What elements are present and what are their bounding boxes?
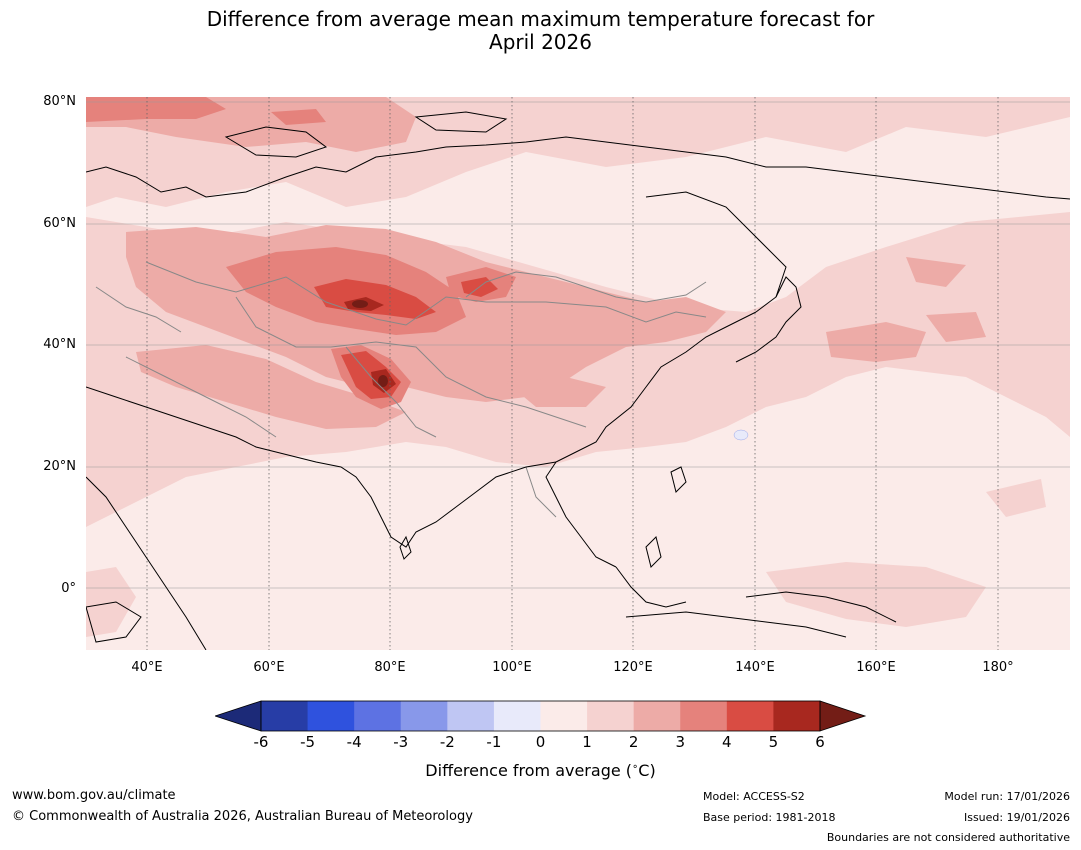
lon-label-40e: 40°E bbox=[131, 660, 163, 675]
colorbar-title-text: Difference from average ( bbox=[425, 761, 633, 780]
footer-website[interactable]: www.bom.gov.au/climate bbox=[12, 788, 176, 803]
footer-copyright: © Commonwealth of Australia 2026, Austra… bbox=[12, 809, 473, 824]
colorbar-tick-label: -4 bbox=[346, 733, 362, 751]
anomaly-negative-spot bbox=[733, 429, 749, 441]
lon-label-160e: 160°E bbox=[856, 660, 896, 675]
colorbar-frame bbox=[260, 700, 821, 732]
colorbar-tick-label: 5 bbox=[768, 733, 779, 751]
lon-label-140e: 140°E bbox=[735, 660, 775, 675]
colorbar-tick-label: -3 bbox=[393, 733, 409, 751]
country-boundaries bbox=[95, 261, 707, 518]
forecast-map-svg bbox=[86, 97, 1070, 650]
colorbar-extend-low bbox=[215, 700, 262, 732]
footer-model: Model: ACCESS-S2 bbox=[703, 790, 805, 803]
colorbar-tick-label: 6 bbox=[815, 733, 825, 751]
footer-disclaimer: Boundaries are not considered authoritat… bbox=[826, 831, 1070, 844]
colorbar bbox=[215, 700, 867, 732]
colorbar-tick-label: -5 bbox=[300, 733, 316, 751]
colorbar-cell bbox=[540, 701, 588, 731]
colorbar-tick-label: 3 bbox=[675, 733, 686, 751]
colorbar-tick-label: 2 bbox=[628, 733, 639, 751]
latitude-gridlines bbox=[86, 101, 1070, 589]
colorbar-cell bbox=[493, 701, 541, 731]
lat-label-0: 0° bbox=[61, 581, 76, 596]
anomaly-band-over-6 bbox=[352, 300, 388, 387]
colorbar-title: Difference from average (∘C) bbox=[425, 761, 656, 780]
colorbar-tick-label: 4 bbox=[722, 733, 732, 751]
lat-label-20n: 20°N bbox=[43, 459, 76, 474]
colorbar-tick-label: -6 bbox=[253, 733, 269, 751]
colorbar-extend-high bbox=[819, 700, 867, 732]
colorbar-cell bbox=[726, 701, 774, 731]
lon-label-100e: 100°E bbox=[492, 660, 532, 675]
colorbar-tick-label: -1 bbox=[486, 733, 502, 751]
lon-label-60e: 60°E bbox=[253, 660, 285, 675]
lon-label-120e: 120°E bbox=[613, 660, 653, 675]
colorbar-title-unit: C) bbox=[638, 761, 656, 780]
map-title-line1: Difference from average mean maximum tem… bbox=[206, 7, 875, 31]
map-title-line2: April 2026 bbox=[489, 30, 592, 54]
colorbar-cell bbox=[354, 701, 402, 731]
colorbar-tick-label: -2 bbox=[439, 733, 455, 751]
footer-model-run: Model run: 17/01/2026 bbox=[944, 790, 1070, 803]
lat-label-40n: 40°N bbox=[43, 337, 76, 352]
footer-issued: Issued: 19/01/2026 bbox=[963, 811, 1070, 824]
colorbar-cell bbox=[587, 701, 635, 731]
coastlines bbox=[86, 111, 1070, 650]
lat-label-60n: 60°N bbox=[43, 216, 76, 231]
lon-label-180: 180° bbox=[982, 660, 1014, 675]
footer-base-period: Base period: 1981-2018 bbox=[703, 811, 836, 824]
forecast-map bbox=[86, 97, 1070, 650]
colorbar-cell bbox=[400, 701, 448, 731]
colorbar-cell bbox=[447, 701, 495, 731]
colorbar-cell bbox=[773, 701, 821, 731]
colorbar-cell bbox=[680, 701, 728, 731]
colorbar-tick-label: 1 bbox=[582, 733, 592, 751]
lat-label-80n: 80°N bbox=[43, 94, 76, 109]
map-title: Difference from average mean maximum tem… bbox=[0, 8, 1081, 54]
colorbar-cell bbox=[307, 701, 355, 731]
lon-label-80e: 80°E bbox=[374, 660, 406, 675]
colorbar-tick-label: 0 bbox=[535, 733, 546, 751]
colorbar-cell bbox=[261, 701, 309, 731]
colorbar-cell bbox=[633, 701, 681, 731]
